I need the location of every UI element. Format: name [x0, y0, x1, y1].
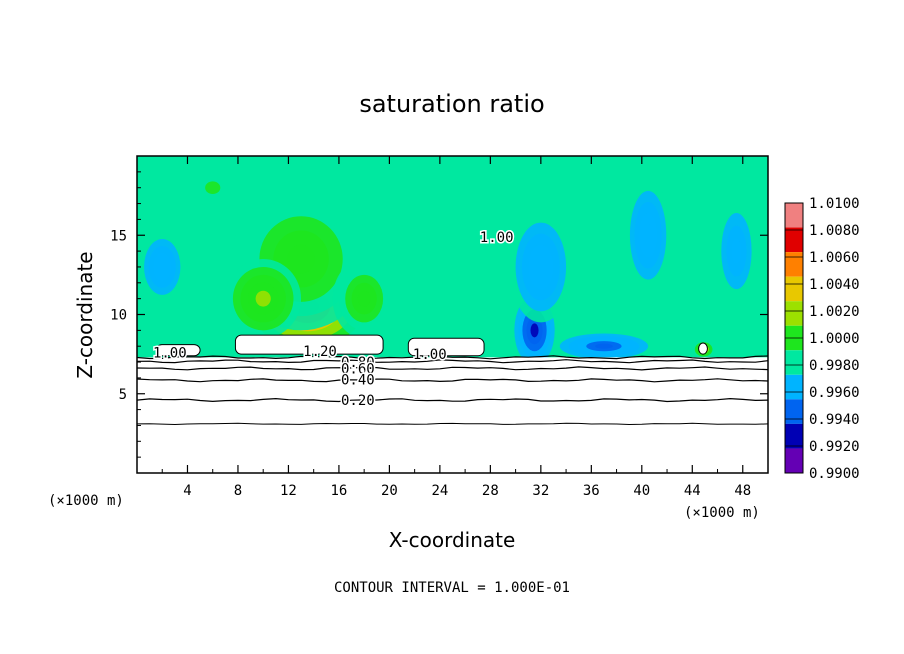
field-blob: [643, 224, 653, 247]
x-tick-label: 24: [431, 483, 448, 499]
colorbar-swatch: [785, 350, 803, 375]
colorbar-label: 0.9920: [809, 439, 860, 455]
colorbar-swatch: [785, 423, 803, 449]
heatmap-field: [137, 156, 768, 473]
colorbar-label: 0.9960: [809, 385, 860, 401]
colorbar-label: 0.9900: [809, 466, 860, 482]
x-tick-label: 8: [234, 483, 242, 499]
field-blob: [530, 323, 539, 338]
x-tick-label: 36: [583, 483, 600, 499]
colorbar-swatch: [785, 227, 803, 253]
field-blob: [458, 265, 472, 285]
x-tick-label: 12: [280, 483, 297, 499]
y-tick-label: 10: [110, 308, 127, 324]
cloud-region: [234, 334, 384, 355]
cloud-region: [155, 344, 201, 357]
contour-label: 0.60: [341, 361, 375, 377]
colorbar-label: 0.9940: [809, 412, 860, 428]
y-tick-label: 5: [119, 387, 127, 403]
colorbar-label: 0.9980: [809, 358, 860, 374]
field-blob: [255, 290, 271, 307]
colorbar-label: 1.0020: [809, 304, 860, 320]
contour-line: [137, 355, 768, 360]
contour-label: 1.20: [303, 344, 337, 360]
x-tick-label: 44: [684, 483, 701, 499]
x-tick-label: 16: [330, 483, 347, 499]
field-blob: [595, 343, 613, 349]
x-unit-left: (×1000 m): [48, 493, 124, 509]
colorbar-label: 1.0100: [809, 196, 860, 212]
contour-label: 0.40: [341, 372, 375, 388]
x-tick-label: 32: [532, 483, 549, 499]
field-blob: [534, 255, 548, 279]
field-blob: [205, 181, 221, 195]
colorbar-swatch: [785, 448, 803, 473]
x-axis-title: X-coordinate: [389, 528, 516, 552]
field-blob: [731, 238, 742, 264]
contour-label: 0.80: [341, 355, 375, 371]
cloud-region: [407, 337, 485, 357]
colorbar-swatch: [785, 252, 803, 277]
contour-labels: 1.00 1.200.800.600.40 0.20 1.00 1.00: [151, 228, 515, 410]
colorbar-label: 1.0040: [809, 277, 860, 293]
colorbar: 1.0100 1.0080 1.0060 1.0040 1.0020 1.0000 0.99…: [784, 196, 860, 482]
contour-label: 1.00: [153, 346, 187, 362]
field-blob: [287, 244, 315, 274]
colorbar-swatch: [785, 374, 803, 400]
colorbar-label: 1.0000: [809, 331, 860, 347]
subsaturated-layer: [137, 357, 768, 473]
chart-title: saturation ratio: [359, 90, 544, 118]
cloud-region: [698, 342, 708, 355]
contour-label: 1.00: [480, 230, 514, 246]
contour-line: [137, 366, 768, 371]
contour-line: [137, 397, 768, 403]
x-tick-label: 28: [482, 483, 499, 499]
colorbar-swatch: [785, 276, 803, 302]
y-axis-title: Z-coordinate: [73, 251, 97, 378]
contour-line: [137, 422, 768, 426]
contour-line: [137, 378, 768, 383]
colorbar-label: 1.0060: [809, 250, 860, 266]
colorbar-label: 1.0080: [809, 223, 860, 239]
x-tick-label: 4: [183, 483, 191, 499]
y-axis: 5 10 15: [110, 171, 768, 458]
colorbar-swatch: [785, 301, 803, 326]
x-tick-label: 40: [633, 483, 650, 499]
contour-label: 1.00: [413, 347, 447, 363]
colorbar-swatch: [785, 203, 803, 228]
y-tick-label: 15: [110, 228, 127, 244]
field-blob: [357, 290, 371, 307]
x-tick-label: 48: [734, 483, 751, 499]
contour-line: [137, 359, 768, 364]
contour-lines: [137, 355, 768, 426]
colorbar-swatch: [785, 399, 803, 424]
x-axis: 4 8 12 16 20 24 28 32 36 40 44 48: [161, 156, 751, 499]
x-tick-label: 20: [381, 483, 398, 499]
field-blob: [157, 259, 167, 274]
contour-label: 0.20: [341, 393, 375, 409]
x-unit-right: (×1000 m): [684, 505, 760, 521]
contour-interval-note: CONTOUR INTERVAL = 1.000E-01: [334, 580, 570, 596]
